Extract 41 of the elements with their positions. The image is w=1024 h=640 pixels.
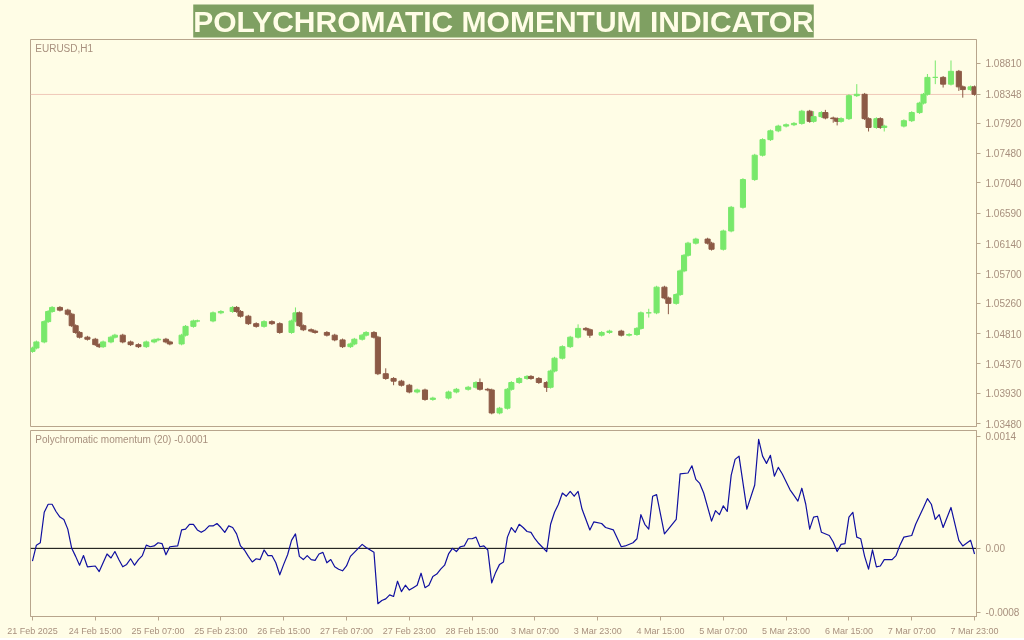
y-tick-label: 1.03480 <box>985 418 1023 430</box>
y-tick-label: -0.0008 <box>985 607 1020 619</box>
x-tick-label: 3 Mar 07:00 <box>510 625 559 636</box>
candlestick <box>845 93 852 121</box>
x-tick-label: 6 Mar 15:00 <box>824 625 873 636</box>
candlestick <box>217 309 224 315</box>
y-tick-label: 1.05260 <box>985 298 1023 310</box>
candlestick <box>626 332 633 338</box>
x-tick-label: 21 Feb 2025 <box>7 625 58 636</box>
y-tick-label: 1.07040 <box>985 177 1023 189</box>
x-tick-label: 5 Mar 07:00 <box>699 625 748 636</box>
x-tick-label: 25 Feb 07:00 <box>131 625 185 636</box>
x-tick-label: 26 Feb 15:00 <box>257 625 311 636</box>
y-tick-label: 1.05700 <box>985 268 1023 280</box>
y-tick-label: 1.06140 <box>985 238 1023 250</box>
x-tick-label: 7 Mar 23:00 <box>950 625 999 636</box>
y-tick-label: 0.0014 <box>985 431 1017 443</box>
x-tick-label: 5 Mar 23:00 <box>762 625 811 636</box>
y-tick-label: 0.00 <box>985 543 1006 555</box>
annotation: EURUSD,H1 <box>35 42 94 54</box>
candlestick <box>947 59 955 87</box>
y-tick-label: 1.07920 <box>985 118 1023 130</box>
x-tick-label: 25 Feb 23:00 <box>194 625 248 636</box>
y-tick-label: 1.04370 <box>985 358 1023 370</box>
y-tick-label: 1.08810 <box>985 58 1023 70</box>
x-tick-label: 27 Feb 07:00 <box>319 625 374 636</box>
y-tick-label: 1.06590 <box>985 208 1023 220</box>
y-tick-label: 1.07480 <box>985 148 1023 160</box>
candlestick <box>955 69 962 92</box>
x-tick-label: 27 Feb 23:00 <box>382 625 436 636</box>
x-tick-label: 28 Feb 15:00 <box>445 625 499 636</box>
x-tick-label: 24 Feb 15:00 <box>68 625 122 636</box>
y-tick-label: 1.08348 <box>985 89 1023 101</box>
candlestick <box>790 121 798 127</box>
y-tick-label: 1.03930 <box>985 388 1023 400</box>
y-tick-label: 1.04810 <box>985 328 1023 340</box>
x-tick-label: 7 Mar 07:00 <box>887 625 936 636</box>
annotation: Polychromatic momentum (20) -0.0001 <box>35 433 209 445</box>
chart-title: POLYCHROMATIC MOMENTUM INDICATOR <box>193 4 815 38</box>
x-tick-label: 4 Mar 15:00 <box>636 625 685 636</box>
x-tick-label: 3 Mar 23:00 <box>573 625 622 636</box>
